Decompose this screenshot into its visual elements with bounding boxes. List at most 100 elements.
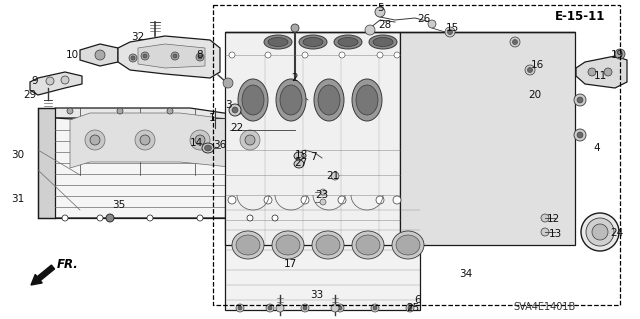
Ellipse shape	[232, 231, 264, 259]
Circle shape	[245, 135, 255, 145]
Circle shape	[320, 189, 326, 195]
Ellipse shape	[318, 85, 340, 115]
Circle shape	[117, 108, 123, 114]
Ellipse shape	[586, 218, 614, 246]
FancyArrow shape	[31, 265, 54, 285]
Circle shape	[265, 52, 271, 58]
Ellipse shape	[338, 38, 358, 47]
Text: 8: 8	[196, 50, 204, 60]
Circle shape	[266, 304, 274, 312]
Circle shape	[373, 306, 377, 310]
Ellipse shape	[276, 79, 306, 121]
Text: 32: 32	[131, 32, 145, 42]
Ellipse shape	[272, 231, 304, 259]
Text: 2: 2	[292, 73, 298, 83]
Circle shape	[229, 52, 235, 58]
Text: 28: 28	[378, 20, 392, 30]
Polygon shape	[70, 113, 260, 170]
Text: 9: 9	[32, 76, 38, 86]
Text: 24: 24	[611, 228, 623, 238]
Ellipse shape	[236, 235, 260, 255]
Polygon shape	[225, 195, 420, 310]
Circle shape	[197, 215, 203, 221]
Circle shape	[67, 108, 73, 114]
Ellipse shape	[299, 35, 327, 49]
Circle shape	[247, 215, 253, 221]
Text: 25: 25	[406, 303, 420, 313]
Text: 20: 20	[529, 90, 541, 100]
Circle shape	[129, 54, 137, 62]
Polygon shape	[118, 36, 220, 78]
Ellipse shape	[396, 235, 420, 255]
Text: 18: 18	[294, 150, 308, 160]
Circle shape	[131, 56, 135, 60]
Ellipse shape	[280, 85, 302, 115]
Circle shape	[302, 52, 308, 58]
Circle shape	[513, 40, 518, 44]
Circle shape	[171, 52, 179, 60]
Text: 11: 11	[593, 71, 607, 81]
Text: 3: 3	[225, 100, 231, 110]
Ellipse shape	[356, 85, 378, 115]
Text: FR.: FR.	[57, 258, 79, 271]
Circle shape	[229, 104, 241, 116]
Text: 19: 19	[611, 50, 623, 60]
Circle shape	[268, 306, 272, 310]
Circle shape	[331, 304, 339, 312]
Text: 36: 36	[213, 140, 227, 150]
Ellipse shape	[242, 85, 264, 115]
Polygon shape	[80, 44, 118, 66]
Circle shape	[604, 68, 612, 76]
Circle shape	[375, 7, 385, 17]
Ellipse shape	[392, 231, 424, 259]
Ellipse shape	[369, 35, 397, 49]
Circle shape	[525, 65, 535, 75]
Text: 34: 34	[460, 269, 472, 279]
Ellipse shape	[352, 79, 382, 121]
Polygon shape	[55, 118, 285, 218]
Circle shape	[447, 29, 452, 34]
Bar	[213, 5, 620, 305]
Circle shape	[377, 52, 383, 58]
Circle shape	[376, 196, 384, 204]
Circle shape	[190, 130, 210, 150]
Circle shape	[291, 24, 299, 32]
Circle shape	[577, 132, 583, 138]
Circle shape	[237, 108, 243, 114]
Ellipse shape	[202, 143, 214, 153]
Circle shape	[338, 196, 346, 204]
Circle shape	[232, 107, 238, 113]
Polygon shape	[576, 56, 627, 88]
Circle shape	[406, 304, 414, 312]
Text: 10: 10	[65, 50, 79, 60]
Circle shape	[408, 306, 412, 310]
Circle shape	[445, 27, 455, 37]
Text: 1: 1	[209, 113, 215, 123]
Circle shape	[240, 130, 260, 150]
Circle shape	[195, 135, 205, 145]
Circle shape	[62, 215, 68, 221]
Text: 4: 4	[594, 143, 600, 153]
Text: 33: 33	[310, 290, 324, 300]
Circle shape	[196, 53, 204, 61]
Text: 29: 29	[24, 90, 36, 100]
Ellipse shape	[294, 160, 304, 168]
Text: 15: 15	[445, 23, 459, 33]
Text: 5: 5	[378, 3, 384, 13]
Circle shape	[143, 54, 147, 58]
Circle shape	[198, 55, 202, 59]
Text: 22: 22	[230, 123, 244, 133]
Circle shape	[301, 304, 309, 312]
Text: 13: 13	[548, 229, 562, 239]
Ellipse shape	[238, 79, 268, 121]
Ellipse shape	[303, 38, 323, 47]
Circle shape	[371, 304, 379, 312]
Circle shape	[393, 196, 401, 204]
Ellipse shape	[268, 38, 288, 47]
Ellipse shape	[264, 35, 292, 49]
Circle shape	[577, 97, 583, 103]
Circle shape	[46, 77, 54, 85]
Circle shape	[272, 215, 278, 221]
Circle shape	[574, 94, 586, 106]
Text: 31: 31	[12, 194, 24, 204]
